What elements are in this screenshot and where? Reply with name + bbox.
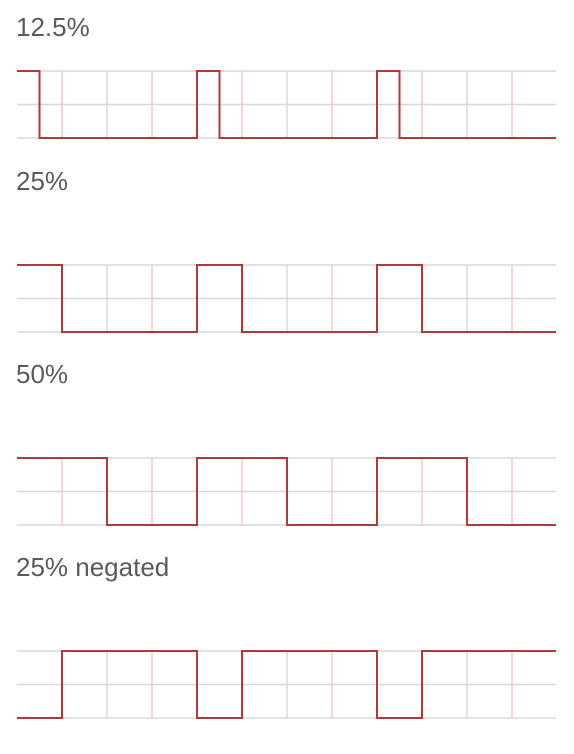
waveform-line xyxy=(17,457,556,526)
waveform-12-5-plot xyxy=(17,70,556,139)
waveform-25-negated-plot xyxy=(17,650,556,719)
waveform-50-plot xyxy=(17,457,556,526)
waveform-line xyxy=(17,650,556,719)
waveform-50-label: 50% xyxy=(16,359,69,389)
waveform-25-label: 25% xyxy=(16,166,69,196)
waveform-25-negated-label: 25% negated xyxy=(16,552,170,582)
waveform-line xyxy=(17,264,556,333)
waveform-12-5-label: 12.5% xyxy=(16,12,90,42)
waveform-25-plot xyxy=(17,264,556,333)
waveform-line xyxy=(17,70,556,139)
